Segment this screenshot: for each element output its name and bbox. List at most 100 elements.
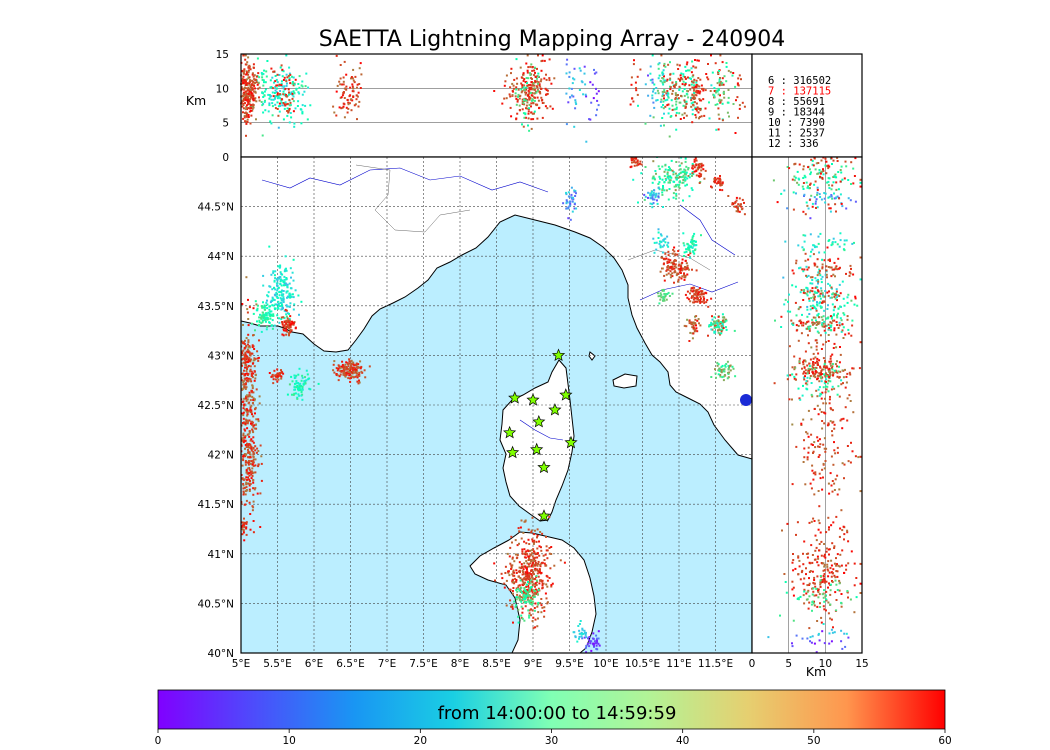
altitude-longitude-point [691,60,694,63]
lightning-source-point [659,233,662,236]
lightning-source-point [713,331,716,334]
altitude-longitude-point [649,114,652,117]
lightning-source-point [286,330,289,333]
altitude-latitude-point [793,368,796,371]
altitude-longitude-point [524,81,527,84]
altitude-longitude-point [521,98,524,101]
altitude-latitude-point [841,205,844,208]
lightning-source-point [282,298,285,301]
lightning-source-point [278,291,281,294]
altitude-longitude-point [661,117,664,119]
lightning-source-point [344,375,347,378]
altitude-longitude-point [571,82,574,85]
lightning-source-point [710,328,713,331]
lightning-source-point [246,360,249,363]
altitude-longitude-point [533,87,536,90]
lightning-source-point [578,632,581,635]
lightning-source-point [247,333,250,336]
lightning-source-point [275,282,278,285]
altitude-latitude-point [851,367,854,370]
altitude-latitude-point [840,593,843,595]
altitude-longitude-point [335,54,338,57]
altitude-longitude-point [684,106,687,109]
altitude-latitude-point [817,278,819,281]
altitude-latitude-point [836,493,839,496]
altitude-latitude-point [786,310,789,313]
lightning-source-point [683,251,686,254]
altitude-latitude-point [816,357,819,360]
lightning-source-point [255,451,258,454]
lightning-source-point [735,210,738,213]
altitude-longitude-point [271,114,274,117]
altitude-latitude-point [803,456,806,459]
lightning-source-point [272,378,275,381]
lightning-source-point [662,239,665,242]
lightning-source-point [719,184,722,187]
lightning-source-point [523,562,526,565]
lightning-source-point [512,587,515,589]
lightning-source-point [249,443,252,446]
altitude-longitude-point [510,115,513,118]
lightning-source-point [699,301,702,304]
lightning-source-point [536,552,539,555]
altitude-longitude-point [565,123,568,126]
altitude-longitude-point [540,60,543,63]
lightning-source-point [677,174,680,177]
altitude-latitude-point [812,517,815,520]
altitude-latitude-point [831,385,834,388]
altitude-latitude-point [833,547,836,549]
lightning-source-point [536,569,539,572]
lightning-source-point [722,370,725,373]
lightning-source-point [708,324,711,326]
lightning-source-point [699,293,702,296]
lightning-source-point [659,270,662,273]
altitude-latitude-point [837,171,840,173]
lightning-source-point [690,245,692,248]
altitude-longitude-point [245,90,248,93]
altitude-latitude-point [814,202,817,205]
altitude-longitude-point [675,128,678,131]
lightning-source-point [537,589,540,591]
lightning-source-point [256,307,259,310]
altitude-latitude-point [816,172,819,175]
lightning-source-point [341,363,344,366]
altitude-longitude-point [252,106,255,109]
altitude-latitude-point [823,382,826,385]
lightning-source-point [535,584,538,587]
lightning-source-point [336,369,339,372]
lightning-source-point [545,549,548,552]
lightning-source-point [272,304,275,307]
lightning-source-point [511,580,514,583]
lightning-source-point [731,365,734,368]
altitude-longitude-point [261,76,264,79]
lightning-source-point [532,559,535,562]
lightning-source-point [723,368,726,371]
altitude-latitude-point [829,210,832,213]
lightning-source-point [522,568,525,571]
altitude-latitude-point [810,158,813,161]
lightning-source-point [244,377,247,380]
lightning-source-point [520,565,523,568]
altitude-latitude-point [773,382,776,385]
altitude-latitude-point [804,176,807,179]
lightning-source-point [251,424,254,426]
altitude-longitude-point [595,87,597,90]
lightning-source-point [355,363,358,366]
lightning-source-point [546,557,549,560]
lightning-source-point [242,522,245,525]
lightning-source-point [520,616,523,619]
altitude-latitude-point [817,589,819,592]
lightning-source-point [242,434,245,437]
lightning-source-point [723,316,726,319]
lightning-source-point [713,320,715,323]
lightning-source-point [242,417,245,420]
altitude-latitude-point [846,397,849,400]
altitude-latitude-point [793,175,796,178]
lightning-source-point [682,171,685,173]
lightning-source-point [672,248,675,251]
lightning-source-point [691,170,694,173]
altitude-longitude-point [551,107,554,110]
altitude-longitude-point [516,100,519,103]
chart-title: SAETTA Lightning Mapping Array - 240904 [319,27,786,52]
